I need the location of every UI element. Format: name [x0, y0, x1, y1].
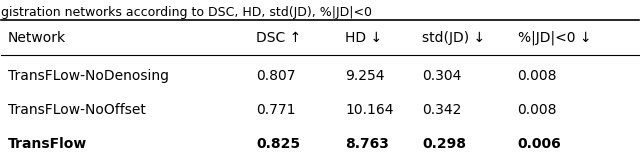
Text: 10.164: 10.164	[346, 103, 394, 117]
Text: %|JD|<0 ↓: %|JD|<0 ↓	[518, 30, 591, 45]
Text: 0.342: 0.342	[422, 103, 461, 117]
Text: 9.254: 9.254	[346, 69, 385, 83]
Text: DSC ↑: DSC ↑	[256, 31, 301, 45]
Text: 8.763: 8.763	[346, 137, 389, 151]
Text: TransFLow-NoDenosing: TransFLow-NoDenosing	[8, 69, 169, 83]
Text: std(JD) ↓: std(JD) ↓	[422, 31, 485, 45]
Text: 0.006: 0.006	[518, 137, 561, 151]
Text: TransFLow-NoOffset: TransFLow-NoOffset	[8, 103, 146, 117]
Text: 0.771: 0.771	[256, 103, 296, 117]
Text: HD ↓: HD ↓	[346, 31, 383, 45]
Text: 0.825: 0.825	[256, 137, 300, 151]
Text: TransFlow: TransFlow	[8, 137, 87, 151]
Text: Network: Network	[8, 31, 66, 45]
Text: 0.298: 0.298	[422, 137, 466, 151]
Text: 0.807: 0.807	[256, 69, 296, 83]
Text: 0.008: 0.008	[518, 103, 557, 117]
Text: 0.304: 0.304	[422, 69, 461, 83]
Text: 0.008: 0.008	[518, 69, 557, 83]
Text: gistration networks according to DSC, HD, std(JD), %|JD|<0: gistration networks according to DSC, HD…	[1, 6, 372, 19]
